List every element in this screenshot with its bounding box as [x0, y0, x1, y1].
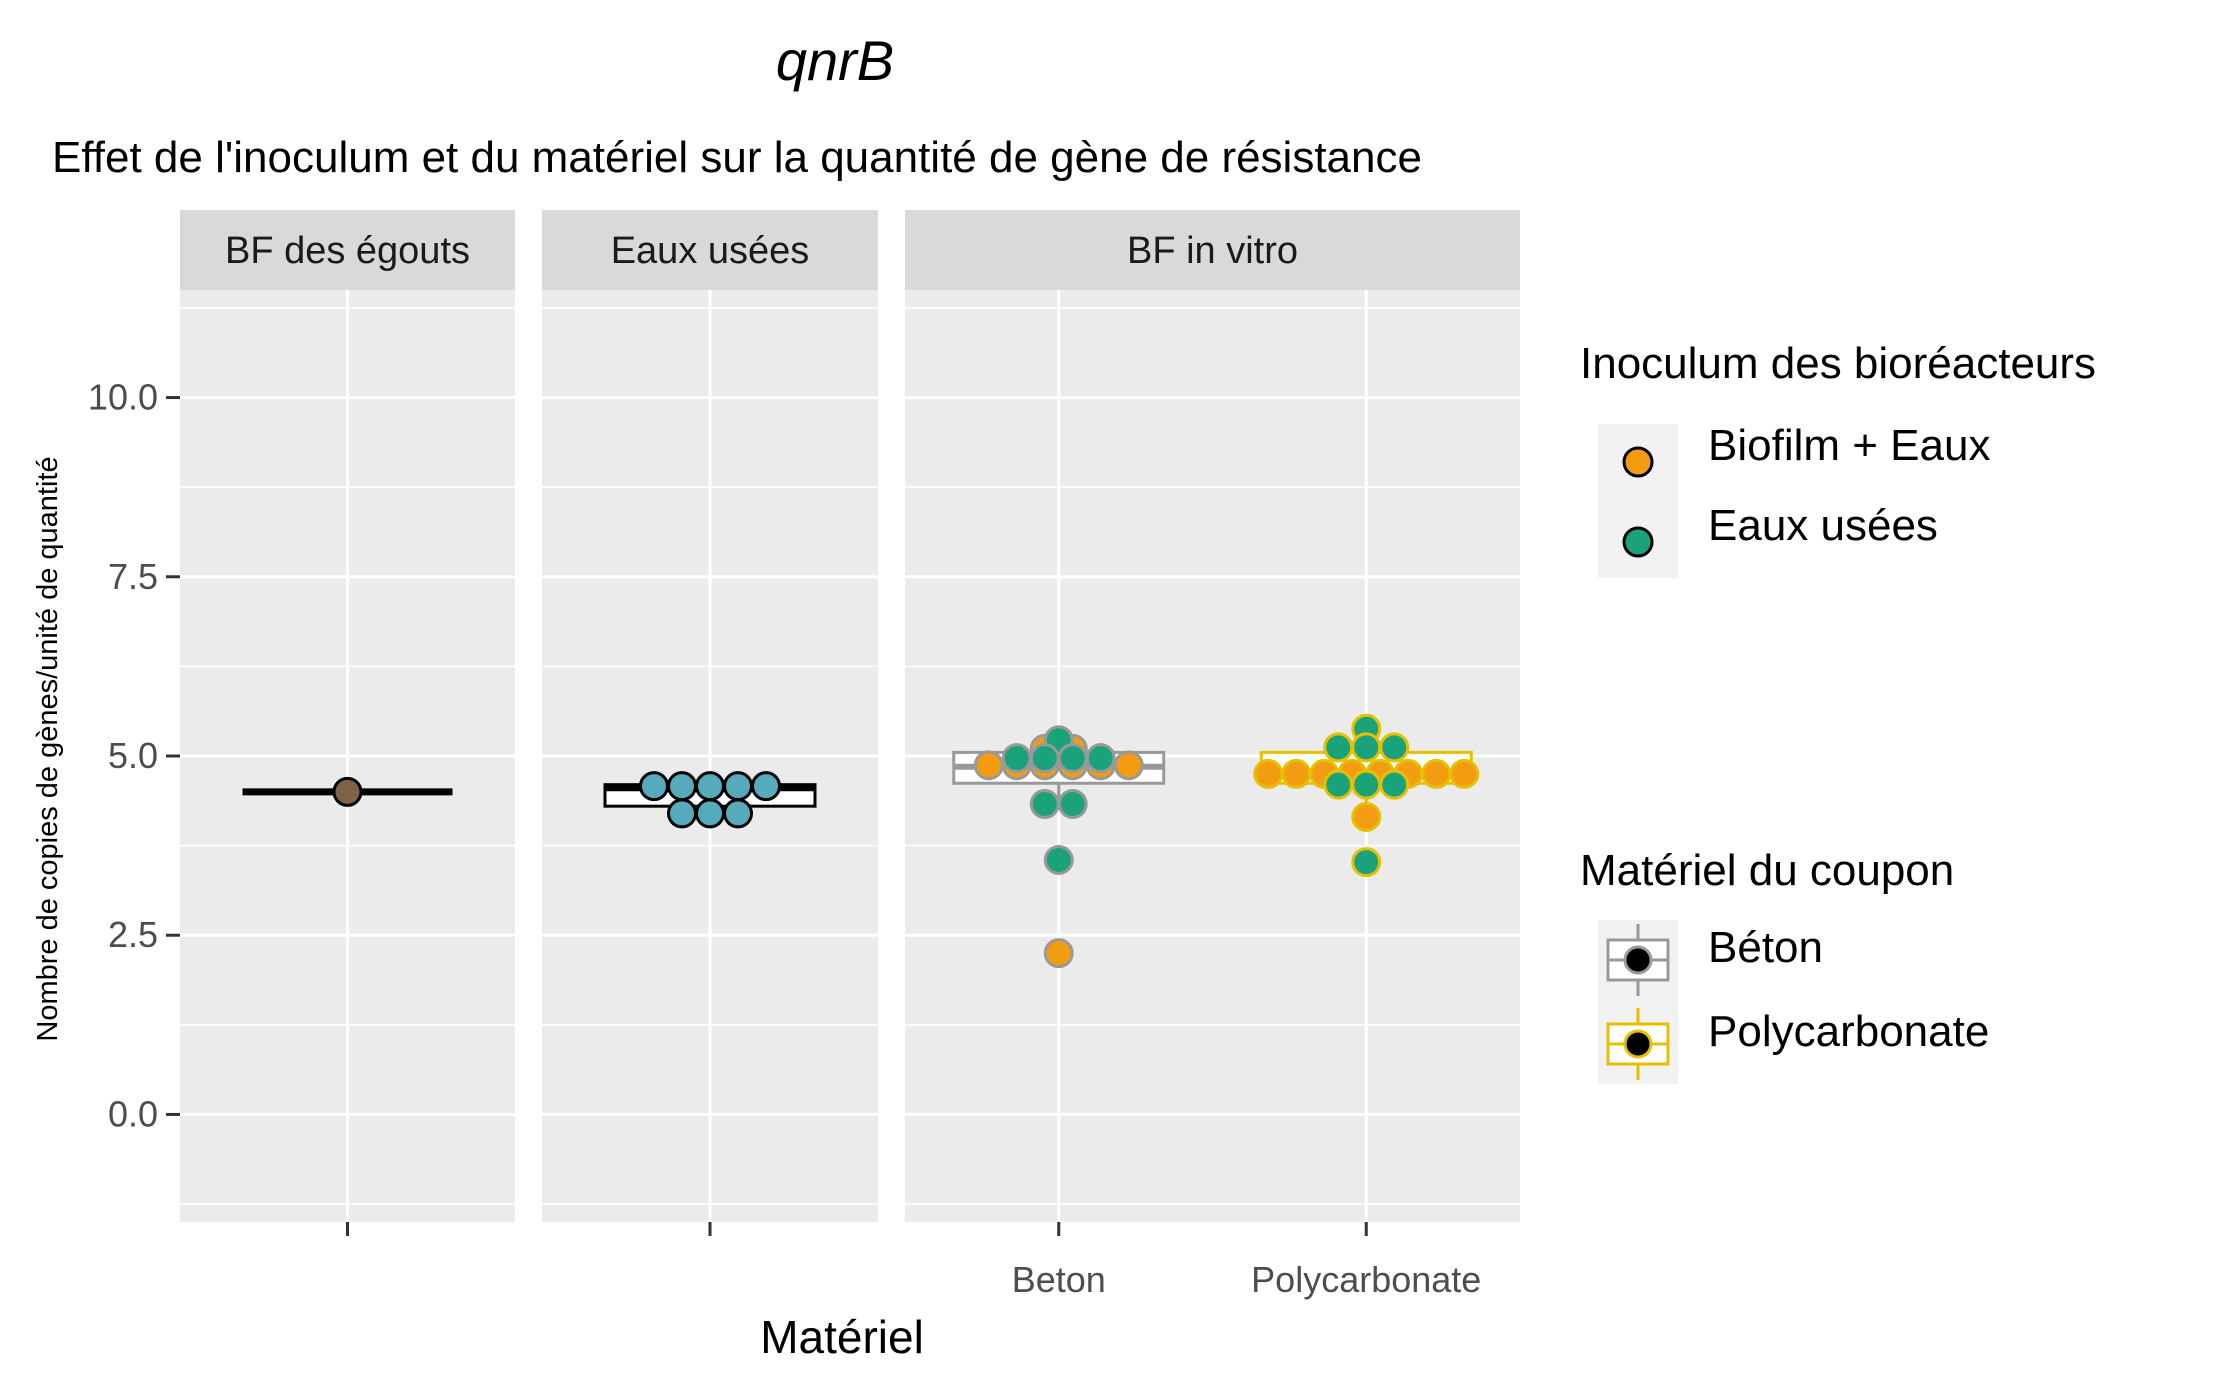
legend-symbol	[1606, 924, 1670, 996]
data-point	[667, 771, 697, 802]
y-axis-label: Nombre de copies de gènes/unité de quant…	[32, 456, 64, 1041]
facet-panels: BF des égouts Eaux usées BF in vitro Beton P…	[180, 210, 1520, 1300]
data-point	[723, 798, 753, 829]
facet-strip	[905, 210, 1520, 290]
data-point	[1085, 743, 1116, 774]
data-point	[723, 771, 753, 802]
legend-symbol	[1622, 446, 1654, 478]
data-point	[695, 798, 725, 829]
facet-panel: BF des égouts	[180, 210, 515, 1236]
data-point	[1057, 789, 1088, 820]
facet-strip-label: BF des égouts	[225, 230, 470, 272]
data-point	[695, 771, 725, 802]
legend-title: Inoculum des bioréacteurs	[1580, 339, 2096, 388]
legend-label: Biofilm + Eaux	[1708, 421, 1990, 470]
legend-title: Matériel du coupon	[1580, 846, 1954, 895]
facet-panel: BF in vitro Beton Polycarbonate	[905, 210, 1520, 1300]
data-point	[1351, 847, 1382, 878]
data-point	[751, 771, 781, 802]
data-point	[1113, 750, 1144, 781]
data-point	[1001, 743, 1032, 774]
data-point	[1057, 743, 1088, 774]
y-tick-label: 7.5	[108, 556, 158, 597]
data-point	[1323, 769, 1354, 800]
y-axis: 0.0 2.5 5.0 7.5 10.0	[88, 377, 180, 1134]
data-point	[1043, 844, 1074, 875]
data-point	[1379, 732, 1410, 763]
y-tick-label: 5.0	[108, 735, 158, 776]
facet-strip-label: Eaux usées	[611, 230, 810, 272]
data-point	[1281, 758, 1312, 789]
x-axis-label: Matériel	[760, 1311, 924, 1363]
data-point	[973, 750, 1004, 781]
facet-strip	[180, 210, 515, 290]
data-point	[1323, 732, 1354, 763]
data-point	[1421, 758, 1452, 789]
data-point	[1449, 758, 1480, 789]
legend-symbol	[1622, 526, 1654, 558]
legend-label: Eaux usées	[1708, 501, 1938, 550]
data-point	[1351, 801, 1382, 832]
data-point	[639, 771, 669, 802]
data-point	[1029, 789, 1060, 820]
data-point	[1253, 758, 1284, 789]
data-point	[667, 798, 697, 829]
legend-symbol	[1606, 1008, 1670, 1080]
y-tick-label: 2.5	[108, 914, 158, 955]
x-tick-label: Polycarbonate	[1251, 1259, 1481, 1300]
data-point	[1351, 769, 1382, 800]
data-point	[1351, 732, 1382, 763]
legend-label: Béton	[1708, 923, 1823, 972]
legends: Inoculum des bioréacteurs Biofilm + Eaux E…	[1580, 339, 2096, 1084]
data-point	[1043, 938, 1074, 969]
y-tick-label: 0.0	[108, 1093, 158, 1134]
facet-strip-label: BF in vitro	[1127, 230, 1298, 272]
data-point	[1029, 743, 1060, 774]
data-point	[332, 776, 363, 807]
facet-panel: Eaux usées	[542, 210, 878, 1236]
y-tick-label: 10.0	[88, 377, 158, 418]
chart-subtitle: Effet de l'inoculum et du matériel sur l…	[52, 133, 1422, 182]
x-tick-label: Beton	[1012, 1259, 1106, 1300]
legend-label: Polycarbonate	[1708, 1007, 1989, 1056]
chart-title: qnrB	[776, 29, 894, 92]
data-point	[1379, 769, 1410, 800]
facet-strip	[542, 210, 878, 290]
